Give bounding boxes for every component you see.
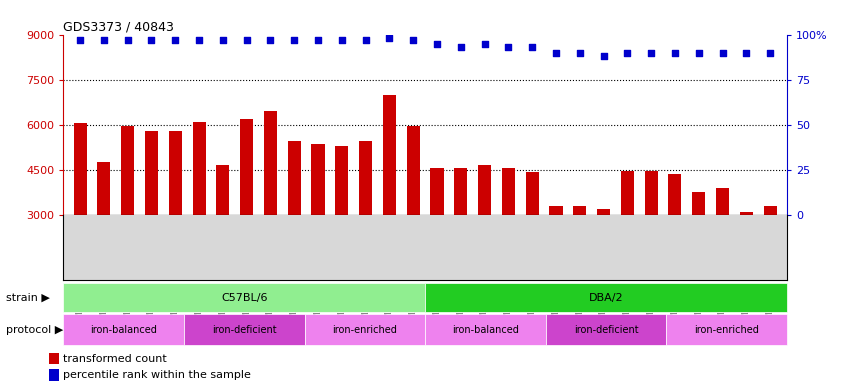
Bar [764, 206, 777, 215]
Bar [145, 131, 158, 215]
Text: strain ▶: strain ▶ [6, 293, 50, 303]
Point [763, 50, 777, 56]
Bar [311, 144, 325, 215]
Point [668, 50, 682, 56]
Point [240, 37, 254, 43]
Bar [168, 131, 182, 215]
Bar [383, 95, 396, 215]
Point [431, 41, 444, 47]
Text: GDS3373 / 40843: GDS3373 / 40843 [63, 20, 173, 33]
Bar [454, 168, 467, 215]
Point [264, 37, 277, 43]
Bar [525, 172, 539, 215]
Point [716, 50, 729, 56]
Text: iron-balanced: iron-balanced [452, 324, 519, 335]
Bar [425, 283, 787, 312]
Bar [97, 162, 111, 215]
Point [406, 37, 420, 43]
Bar [407, 126, 420, 215]
Point [145, 37, 158, 43]
Point [192, 37, 206, 43]
Bar [288, 141, 301, 215]
Point [454, 44, 468, 50]
Bar [63, 314, 184, 345]
Point [216, 37, 229, 43]
Text: iron-enriched: iron-enriched [694, 324, 759, 335]
Point [645, 50, 658, 56]
Point [97, 37, 111, 43]
Bar [305, 314, 425, 345]
Bar [240, 119, 253, 215]
Bar [63, 283, 425, 312]
Bar [502, 167, 515, 215]
Text: iron-balanced: iron-balanced [91, 324, 157, 335]
Point [335, 37, 349, 43]
Point [621, 50, 634, 56]
Point [478, 41, 492, 47]
Bar [574, 206, 586, 215]
Point [573, 50, 586, 56]
Point [525, 44, 539, 50]
Bar [597, 209, 610, 215]
Point [549, 50, 563, 56]
Point [359, 37, 372, 43]
Bar [549, 206, 563, 215]
Point [288, 37, 301, 43]
Text: iron-enriched: iron-enriched [332, 324, 398, 335]
Bar [335, 146, 349, 215]
Text: DBA/2: DBA/2 [589, 293, 624, 303]
Bar [184, 314, 305, 345]
Bar [48, 353, 59, 364]
Text: C57BL/6: C57BL/6 [221, 293, 267, 303]
Point [596, 53, 610, 59]
Bar [546, 314, 667, 345]
Bar [121, 126, 135, 215]
Bar [425, 314, 546, 345]
Bar [716, 188, 729, 215]
Bar [667, 314, 787, 345]
Text: iron-deficient: iron-deficient [574, 324, 638, 335]
Bar [645, 171, 657, 215]
Bar [621, 171, 634, 215]
Bar [74, 123, 86, 215]
Bar [692, 192, 706, 215]
Bar [264, 111, 277, 215]
Text: iron-deficient: iron-deficient [212, 324, 277, 335]
Point [311, 37, 325, 43]
Bar [668, 174, 682, 215]
Point [692, 50, 706, 56]
Bar [431, 167, 443, 215]
Bar [359, 141, 372, 215]
Text: percentile rank within the sample: percentile rank within the sample [63, 370, 251, 380]
Point [502, 44, 515, 50]
Text: protocol ▶: protocol ▶ [6, 324, 63, 335]
Text: transformed count: transformed count [63, 354, 168, 364]
Bar [217, 166, 229, 215]
Bar [48, 369, 59, 381]
Bar [478, 164, 492, 215]
Point [121, 37, 135, 43]
Point [739, 50, 753, 56]
Bar [739, 212, 753, 215]
Point [382, 35, 396, 41]
Point [168, 37, 182, 43]
Bar [193, 122, 206, 215]
Point [74, 37, 87, 43]
